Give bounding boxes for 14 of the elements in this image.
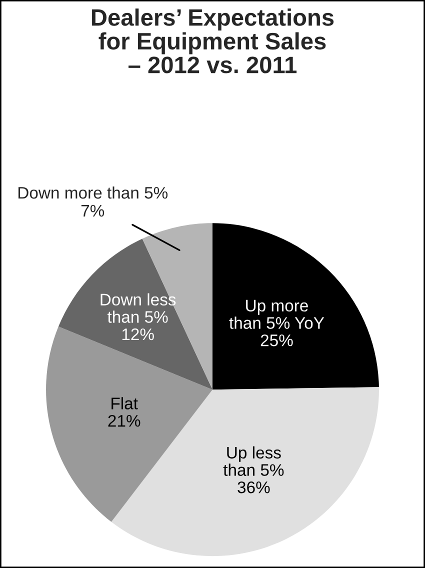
data-label: 21% [108, 414, 140, 427]
slice-label: Up less than 5% [223, 446, 284, 476]
slice-label: Down more than 5% [18, 186, 168, 199]
data-label: 36% [238, 481, 270, 494]
pie-slice [58, 238, 212, 390]
data-label: 12% [122, 328, 154, 340]
pie-slice [212, 223, 379, 390]
chart-title: Dealers’ Expectations for Equipment Sales – 2012 vs. 2011 [92, 8, 334, 74]
slice-label: Flat [112, 397, 138, 410]
slice-label: Down less than 5% [100, 293, 176, 323]
pie-slice [46, 326, 212, 522]
slice-label: Up more than 5% YoY [229, 300, 324, 329]
data-label: 25% [260, 334, 293, 346]
data-label: 7% [81, 204, 104, 217]
